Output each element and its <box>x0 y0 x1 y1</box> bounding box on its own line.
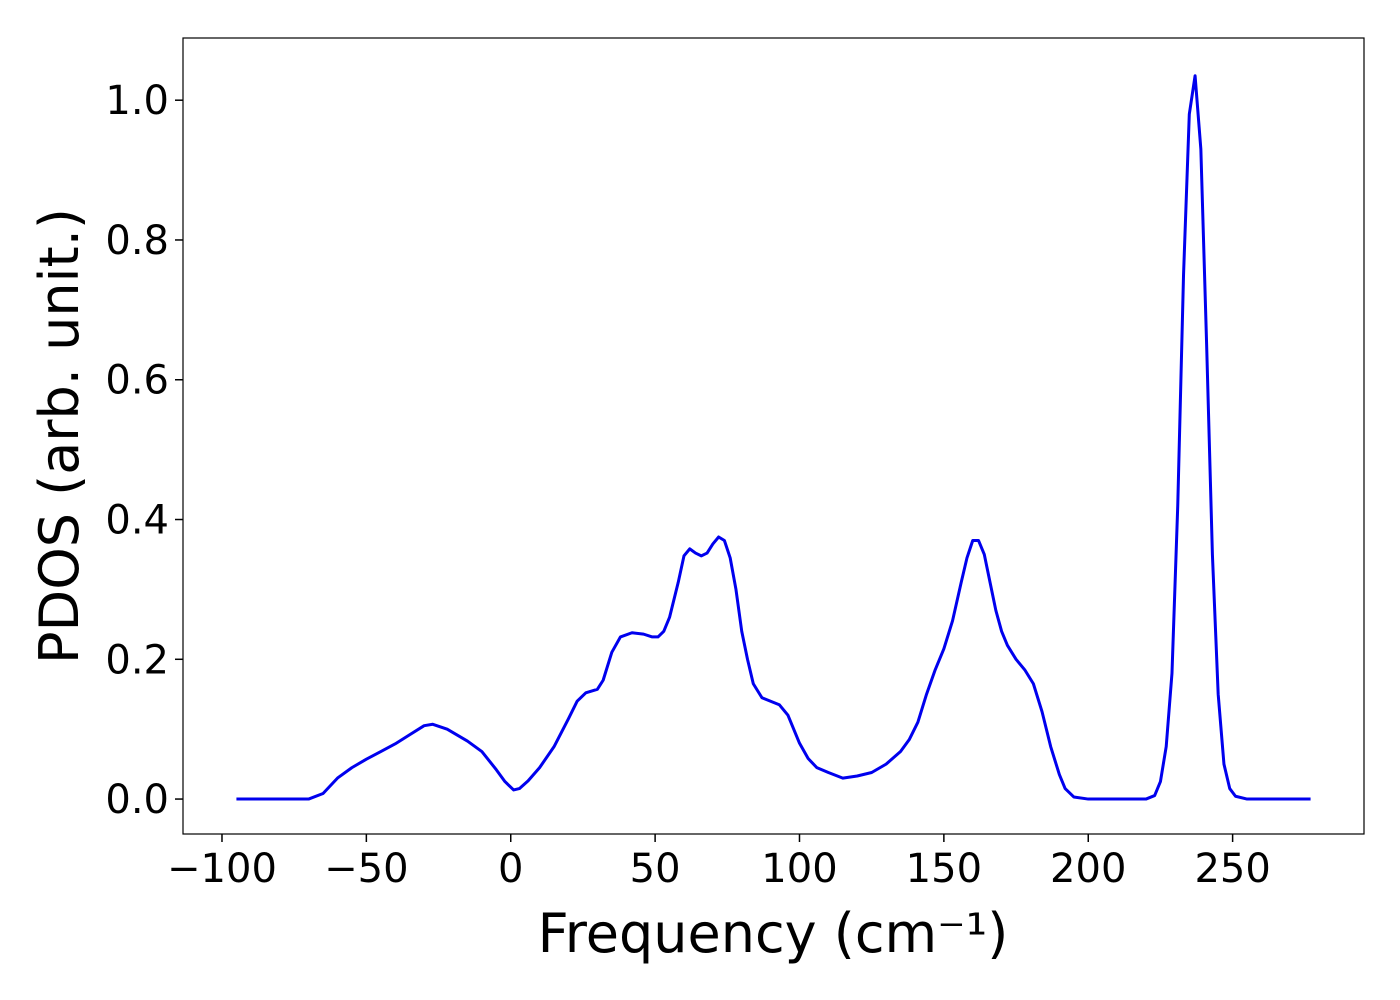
y-tick-label: 0.6 <box>105 358 169 404</box>
x-tick-label: −50 <box>324 846 408 892</box>
x-axis-label: Frequency (cm⁻¹) <box>538 902 1009 965</box>
x-tick-label: 200 <box>1050 846 1126 892</box>
x-tick-label: 50 <box>630 846 681 892</box>
x-tick-label: 150 <box>906 846 982 892</box>
y-tick-label: 0.2 <box>105 637 169 683</box>
x-tick-label: 250 <box>1194 846 1270 892</box>
y-tick-label: 0.8 <box>105 218 169 264</box>
x-tick-label: 100 <box>761 846 837 892</box>
y-tick-label: 1.0 <box>105 78 169 124</box>
x-tick-label: −100 <box>167 846 277 892</box>
y-tick-label: 0.0 <box>105 777 169 823</box>
y-axis-label: PDOS (arb. unit.) <box>28 208 91 664</box>
data-line <box>236 74 1311 801</box>
y-tick-label: 0.4 <box>105 498 169 544</box>
plot-frame <box>182 37 1365 835</box>
x-tick-label: 0 <box>498 846 523 892</box>
